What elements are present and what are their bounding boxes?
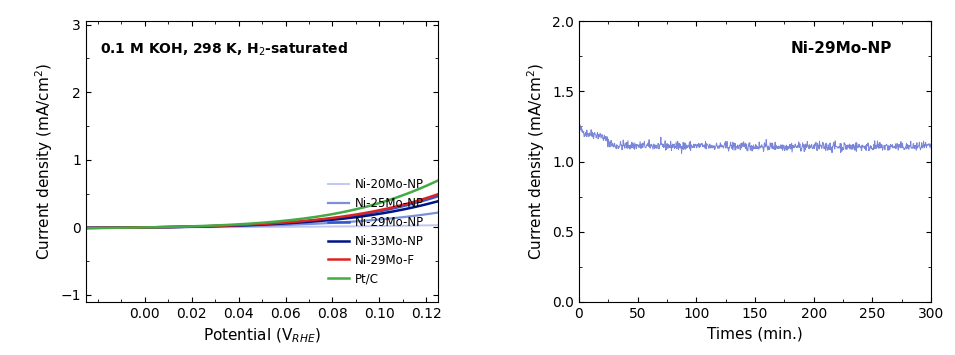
- Pt/C: [247, 221, 259, 225]
- Legend: Ni-20Mo-NP, Ni-25Mo-NP, Ni-29Mo-NP, Ni-33Mo-NP, Ni-29Mo-F, Pt/C: Ni-20Mo-NP, Ni-25Mo-NP, Ni-29Mo-NP, Ni-3…: [323, 173, 429, 290]
- Ni-29Mo-NP: [80, 226, 92, 230]
- Ni-20Mo-NP: [369, 224, 380, 228]
- Pt/C: [271, 219, 283, 224]
- Line: Ni-20Mo-NP: Ni-20Mo-NP: [86, 225, 438, 228]
- Ni-33Mo-NP: [433, 199, 444, 203]
- Ni-29Mo-NP: [433, 194, 444, 198]
- Ni-29Mo-F: [80, 226, 92, 230]
- Text: 0.1 M KOH, 298 K, H$_2$-saturated: 0.1 M KOH, 298 K, H$_2$-saturated: [100, 41, 348, 58]
- Ni-29Mo-NP: [249, 223, 261, 227]
- Line: Ni-33Mo-NP: Ni-33Mo-NP: [86, 201, 438, 228]
- Ni-25Mo-NP: [271, 223, 283, 227]
- Ni-29Mo-F: [271, 221, 283, 225]
- Ni-29Mo-NP: [247, 223, 259, 227]
- Y-axis label: Current density (mA/cm$^2$): Current density (mA/cm$^2$): [33, 63, 55, 260]
- Ni-33Mo-NP: [424, 201, 435, 206]
- Pt/C: [80, 226, 92, 230]
- Ni-20Mo-NP: [424, 223, 435, 228]
- Ni-25Mo-NP: [369, 218, 380, 222]
- Line: Pt/C: Pt/C: [86, 180, 438, 228]
- Ni-25Mo-NP: [247, 224, 259, 228]
- Ni-33Mo-NP: [247, 223, 259, 227]
- Pt/C: [433, 178, 444, 182]
- Line: Ni-29Mo-NP: Ni-29Mo-NP: [86, 196, 438, 228]
- Ni-20Mo-NP: [249, 225, 261, 229]
- Ni-33Mo-NP: [289, 221, 301, 225]
- Ni-29Mo-F: [247, 222, 259, 226]
- Ni-29Mo-NP: [289, 220, 301, 224]
- Line: Ni-29Mo-F: Ni-29Mo-F: [86, 194, 438, 228]
- Ni-29Mo-NP: [271, 221, 283, 225]
- Ni-29Mo-F: [249, 222, 261, 226]
- Pt/C: [289, 217, 301, 222]
- Y-axis label: Current density (mA/cm$^2$): Current density (mA/cm$^2$): [525, 63, 546, 260]
- Ni-25Mo-NP: [433, 211, 444, 215]
- Pt/C: [424, 182, 435, 186]
- Ni-25Mo-NP: [424, 212, 435, 216]
- Ni-20Mo-NP: [80, 225, 92, 230]
- Text: Ni-29Mo-NP: Ni-29Mo-NP: [791, 41, 892, 56]
- Ni-20Mo-NP: [289, 225, 301, 229]
- Line: Ni-25Mo-NP: Ni-25Mo-NP: [86, 213, 438, 228]
- Ni-29Mo-NP: [369, 210, 380, 214]
- Ni-20Mo-NP: [271, 225, 283, 229]
- Ni-33Mo-NP: [369, 212, 380, 217]
- Ni-29Mo-F: [433, 192, 444, 196]
- Ni-25Mo-NP: [80, 226, 92, 230]
- Ni-29Mo-F: [369, 209, 380, 213]
- Ni-33Mo-NP: [249, 223, 261, 227]
- X-axis label: Potential (V$_{RHE}$): Potential (V$_{RHE}$): [203, 326, 321, 345]
- Ni-33Mo-NP: [80, 226, 92, 230]
- Ni-20Mo-NP: [247, 225, 259, 229]
- Ni-29Mo-F: [289, 220, 301, 224]
- Ni-25Mo-NP: [249, 224, 261, 228]
- Ni-29Mo-NP: [424, 197, 435, 201]
- X-axis label: Times (min.): Times (min.): [707, 326, 803, 341]
- Ni-20Mo-NP: [433, 223, 444, 227]
- Pt/C: [369, 202, 380, 207]
- Ni-25Mo-NP: [289, 223, 301, 227]
- Ni-29Mo-F: [424, 195, 435, 199]
- Pt/C: [249, 221, 261, 225]
- Ni-33Mo-NP: [271, 222, 283, 226]
